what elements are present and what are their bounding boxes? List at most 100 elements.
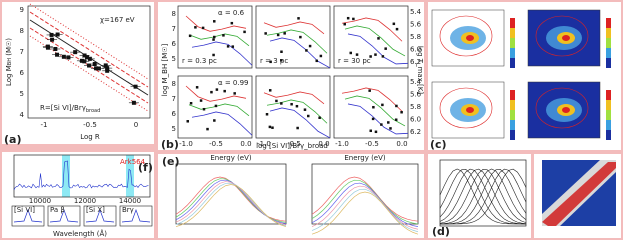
point (280, 102, 283, 105)
model-curve (347, 103, 409, 135)
panel-label: (c) (430, 138, 447, 151)
x-label: Energy (eV) (344, 154, 386, 162)
point (264, 32, 267, 35)
model-curve (311, 191, 419, 235)
x-tick-label: 0.0 (318, 140, 329, 148)
map-core (562, 107, 570, 113)
colorbar (606, 120, 611, 130)
point (389, 127, 392, 130)
colorbar (510, 58, 515, 68)
point (103, 63, 108, 68)
point (283, 32, 286, 35)
y-tick-label: 7 (172, 95, 176, 103)
point (186, 120, 190, 123)
point (308, 44, 312, 48)
point (268, 89, 272, 92)
point (280, 50, 283, 53)
x-tick-label: 0.0 (240, 140, 251, 148)
point (226, 45, 230, 48)
inset-spectrum (13, 208, 43, 223)
x-tick-label: 0 (134, 121, 138, 129)
y2-tick-label: 5.8 (410, 103, 421, 111)
point (368, 89, 371, 92)
point (214, 104, 218, 108)
point (297, 17, 300, 20)
point (271, 126, 274, 129)
point (55, 52, 60, 57)
colorbar (510, 38, 515, 48)
point (280, 59, 283, 62)
inset (11, 205, 45, 227)
point (213, 119, 216, 122)
point (194, 26, 197, 29)
point (131, 100, 136, 105)
map-core (466, 107, 474, 113)
panel-label: (e) (162, 155, 180, 168)
model-curve (311, 179, 419, 225)
axes (439, 159, 527, 227)
colorbar (606, 38, 611, 48)
y-tick-label: 7 (172, 25, 176, 33)
inset-spectrum (49, 208, 79, 223)
point (349, 51, 353, 55)
model-curve (439, 168, 527, 225)
inset-spectrum (85, 208, 115, 223)
point (303, 108, 307, 111)
point (85, 55, 90, 60)
band-line (29, 3, 149, 80)
point (377, 37, 380, 40)
inset-spectrum (121, 208, 151, 223)
point (66, 55, 71, 60)
y-tick-label: 5 (172, 125, 176, 133)
y-label-main: Log M (5, 65, 13, 86)
x-label: log [Si VI]/Brγ_broad (256, 142, 328, 150)
y-tick-label: 7 (20, 48, 24, 56)
y2-label: log T_max [K] (416, 46, 424, 94)
band-line (29, 35, 149, 112)
point (395, 27, 399, 31)
point (392, 22, 396, 26)
point (82, 53, 87, 58)
x-tick-label: -1.0 (257, 140, 271, 148)
radius-label: r = 0.3 pc (182, 57, 217, 65)
panel-e (158, 154, 424, 238)
point (87, 56, 92, 61)
spectrum (13, 160, 149, 191)
point (55, 32, 60, 37)
model-curve (311, 182, 419, 227)
point (295, 104, 299, 108)
contour (535, 15, 589, 57)
line-label: Brγ (122, 206, 134, 214)
axes (27, 5, 151, 119)
colorbar (510, 130, 515, 140)
line-label: Pa β (50, 206, 65, 214)
model-curve (269, 37, 331, 69)
point (387, 121, 390, 124)
model-curve (266, 99, 328, 124)
y2-tick-label: 5.4 (410, 8, 422, 16)
point (212, 53, 215, 57)
line-label: [Si X] (86, 206, 105, 214)
axes (333, 5, 409, 69)
model-curve (439, 169, 527, 225)
x-tick-label: -1.0 (179, 140, 193, 148)
y-tick-label: 5 (20, 90, 24, 98)
colorbar (510, 90, 515, 100)
point (188, 34, 192, 38)
x-tick-label: -0.5 (83, 121, 97, 129)
x-label: Log R (80, 133, 100, 141)
colorbar (606, 18, 611, 28)
colorbar (510, 48, 515, 58)
y2-tick-label: 6.2 (410, 128, 421, 136)
highlight (126, 155, 134, 197)
band-line (29, 11, 149, 88)
inset (119, 205, 153, 227)
model-curve (341, 17, 403, 42)
point (394, 118, 398, 121)
y2-tick-label: 6.0 (410, 116, 421, 124)
point (355, 53, 359, 56)
heat-band (542, 162, 616, 226)
model-curve (185, 85, 247, 102)
point (384, 47, 387, 50)
